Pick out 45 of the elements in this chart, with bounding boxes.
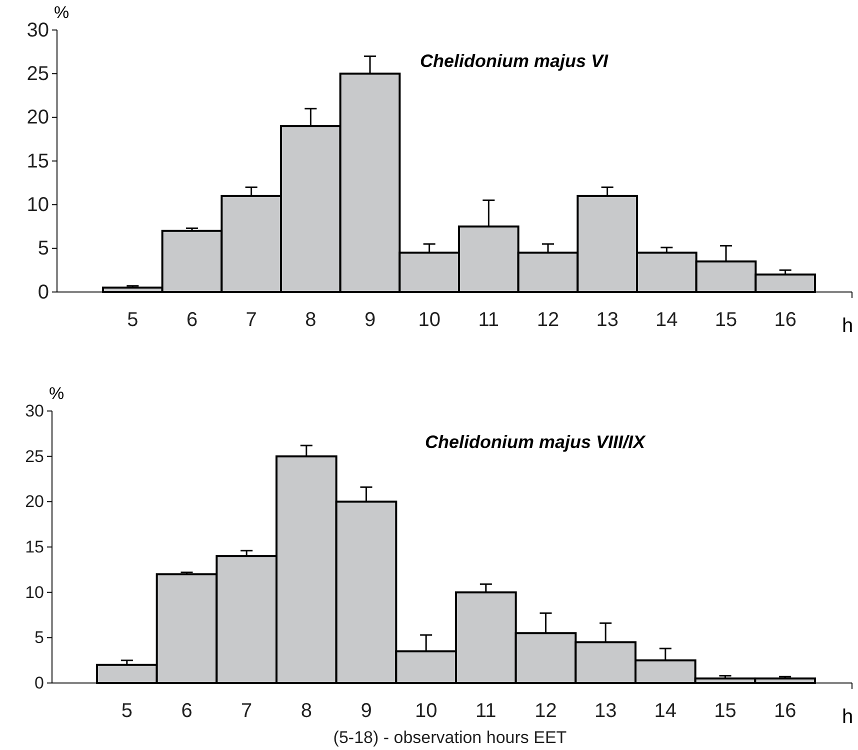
y-tick-label: 15 xyxy=(26,150,49,172)
y-axis-title: % xyxy=(54,3,70,22)
y-tick-label: 15 xyxy=(25,537,44,556)
x-tick-label: 13 xyxy=(596,309,618,332)
x-tick-label: 5 xyxy=(121,700,132,722)
x-tick-label: 8 xyxy=(305,309,316,332)
x-tick-label: 13 xyxy=(594,700,617,722)
y-tick-label: 30 xyxy=(26,19,49,42)
x-tick-label: 11 xyxy=(476,700,496,722)
y-tick-label: 0 xyxy=(34,673,44,692)
x-tick-label: 14 xyxy=(654,700,677,722)
x-axis-title: h xyxy=(842,706,854,728)
y-tick-label: 20 xyxy=(25,492,44,512)
x-tick-label: 14 xyxy=(656,309,678,332)
x-tick-label: 10 xyxy=(418,309,440,332)
x-tick-label: 5 xyxy=(127,309,138,332)
x-tick-label: 9 xyxy=(364,309,376,332)
y-tick-label: 25 xyxy=(25,446,44,466)
x-tick-label: 16 xyxy=(774,700,796,722)
x-tick-label: 11 xyxy=(478,309,500,332)
y-tick-label: 0 xyxy=(38,281,49,304)
x-tick-label: 15 xyxy=(714,700,736,722)
y-tick-label: 30 xyxy=(25,401,44,420)
x-axis-title: h xyxy=(842,315,854,337)
y-tick-label: 10 xyxy=(26,194,49,216)
text: (5-18) - observation hours EET xyxy=(333,728,567,747)
y-tick-label: 20 xyxy=(26,106,49,129)
x-tick-label: 8 xyxy=(300,700,312,722)
y-tick-label: 5 xyxy=(38,238,49,260)
y-tick-label: 5 xyxy=(34,628,44,648)
x-tick-label: 6 xyxy=(181,700,192,722)
y-tick-label: 10 xyxy=(25,582,44,602)
text: Chelidonium majus VI xyxy=(420,51,610,71)
x-tick-label: 7 xyxy=(241,700,252,722)
x-tick-label: 15 xyxy=(714,309,738,332)
x-tick-label: 9 xyxy=(360,700,372,722)
x-tick-label: 6 xyxy=(186,309,198,332)
x-tick-label: 7 xyxy=(246,309,257,332)
x-tick-label: 12 xyxy=(536,309,560,332)
text: Chelidonium majus VIII/IX xyxy=(425,432,646,452)
x-tick-label: 12 xyxy=(534,700,557,722)
y-axis-title: % xyxy=(49,384,64,403)
y-tick-label: 25 xyxy=(26,63,49,86)
x-tick-label: 10 xyxy=(414,700,438,722)
x-tick-label: 16 xyxy=(774,309,796,332)
